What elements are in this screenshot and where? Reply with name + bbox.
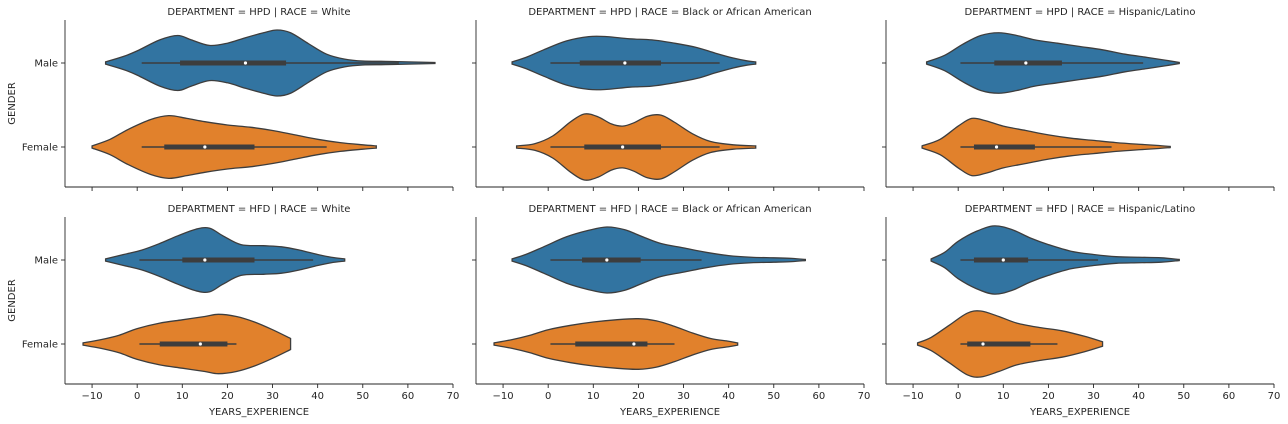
- median-dot: [621, 145, 625, 149]
- x-tick-label: 50: [356, 391, 369, 402]
- x-tick-label: 0: [545, 391, 551, 402]
- x-tick-label: 70: [858, 391, 871, 402]
- median-dot: [198, 342, 202, 346]
- x-axis-label: YEARS_EXPERIENCE: [619, 407, 720, 418]
- iqr-box: [159, 341, 228, 347]
- iqr-box: [973, 257, 1029, 263]
- x-tick-label: 50: [1177, 391, 1190, 402]
- x-tick-label: 40: [722, 391, 735, 402]
- panel-title: DEPARTMENT = HPD | RACE = Hispanic/Latin…: [965, 7, 1196, 18]
- x-tick-label: −10: [903, 391, 924, 402]
- iqr-box: [164, 144, 255, 150]
- x-axis-label: YEARS_EXPERIENCE: [208, 407, 309, 418]
- x-tick-label: −10: [493, 391, 514, 402]
- median-dot: [1024, 61, 1028, 65]
- x-tick-label: 70: [447, 391, 460, 402]
- x-tick-label: 20: [221, 391, 234, 402]
- x-tick-label: 20: [1042, 391, 1055, 402]
- median-dot: [203, 145, 207, 149]
- x-axis-label: YEARS_EXPERIENCE: [1029, 407, 1130, 418]
- y-axis-label: GENDER: [7, 279, 18, 322]
- x-tick-label: 20: [632, 391, 645, 402]
- median-dot: [981, 342, 985, 346]
- x-tick-label: 60: [1223, 391, 1236, 402]
- iqr-box: [180, 60, 287, 66]
- panel-title: DEPARTMENT = HFD | RACE = Hispanic/Latin…: [965, 204, 1196, 215]
- median-dot: [994, 145, 999, 149]
- panel-title: DEPARTMENT = HFD | RACE = White: [168, 204, 351, 215]
- x-tick-label: 10: [997, 391, 1010, 402]
- x-tick-label: 70: [1268, 391, 1281, 402]
- median-dot: [203, 258, 207, 262]
- x-tick-label: 0: [955, 391, 961, 402]
- iqr-box: [994, 60, 1062, 66]
- y-axis-label: GENDER: [7, 82, 18, 125]
- panel-title: DEPARTMENT = HPD | RACE = Black or Afric…: [528, 7, 811, 18]
- x-tick-label: 30: [266, 391, 279, 402]
- panel-title: DEPARTMENT = HFD | RACE = Black or Afric…: [528, 204, 811, 215]
- y-tick-label: Male: [34, 256, 58, 267]
- median-dot: [623, 61, 627, 65]
- x-tick-label: 0: [134, 391, 140, 402]
- x-tick-label: −10: [82, 391, 103, 402]
- x-tick-label: 30: [1087, 391, 1100, 402]
- x-tick-label: 10: [587, 391, 600, 402]
- x-tick-label: 60: [813, 391, 826, 402]
- x-tick-label: 50: [767, 391, 780, 402]
- iqr-box: [579, 60, 661, 66]
- x-tick-label: 60: [402, 391, 415, 402]
- x-tick-label: 30: [677, 391, 690, 402]
- iqr-box: [575, 341, 648, 347]
- panel-title: DEPARTMENT = HPD | RACE = White: [167, 7, 350, 18]
- x-tick-label: 40: [1132, 391, 1145, 402]
- median-dot: [632, 342, 636, 346]
- median-dot: [605, 258, 609, 262]
- x-tick-label: 10: [176, 391, 189, 402]
- median-dot: [243, 61, 248, 65]
- x-tick-label: 40: [311, 391, 324, 402]
- y-tick-label: Female: [22, 143, 58, 154]
- iqr-box: [182, 257, 255, 263]
- y-tick-label: Male: [34, 59, 58, 70]
- y-tick-label: Female: [22, 340, 58, 351]
- iqr-box: [582, 257, 641, 263]
- median-dot: [1001, 258, 1005, 262]
- iqr-box: [967, 341, 1031, 347]
- iqr-box: [973, 144, 1035, 150]
